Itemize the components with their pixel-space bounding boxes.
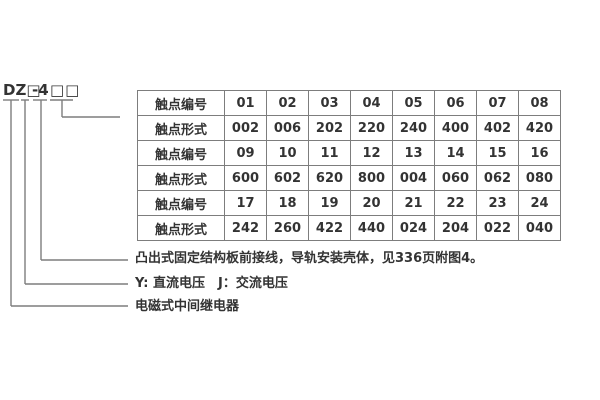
model-code-suffix: □□ <box>50 81 81 99</box>
table-cell: 220 <box>350 115 393 141</box>
table-cell: 422 <box>308 215 351 241</box>
table-cell: 20 <box>350 190 393 216</box>
table-cell: 10 <box>266 140 309 166</box>
table-cell: 09 <box>224 140 267 166</box>
table-cell: 18 <box>266 190 309 216</box>
table-cell: 19 <box>308 190 351 216</box>
table-cell: 602 <box>266 165 309 191</box>
table-cell: 022 <box>476 215 519 241</box>
row-label-cell: 触点编号 <box>137 190 225 216</box>
table-cell: 02 <box>266 90 309 116</box>
table-cell: 002 <box>224 115 267 141</box>
table-cell: 260 <box>266 215 309 241</box>
table-cell: 202 <box>308 115 351 141</box>
table-cell: 12 <box>350 140 393 166</box>
table-cell: 17 <box>224 190 267 216</box>
model-code-middle: -4 <box>32 81 49 99</box>
table-cell: 06 <box>434 90 477 116</box>
row-label-cell: 触点形式 <box>137 215 225 241</box>
contact-table-container: 触点编号 01 02 03 04 05 06 07 08 触点形式 002 00… <box>137 90 561 241</box>
table-cell: 040 <box>518 215 561 241</box>
table-cell: 21 <box>392 190 435 216</box>
table-row: 触点编号 01 02 03 04 05 06 07 08 <box>137 90 561 116</box>
table-cell: 440 <box>350 215 393 241</box>
table-cell: 01 <box>224 90 267 116</box>
table-cell: 800 <box>350 165 393 191</box>
table-cell: 080 <box>518 165 561 191</box>
table-cell: 24 <box>518 190 561 216</box>
table-cell: 420 <box>518 115 561 141</box>
table-cell: 13 <box>392 140 435 166</box>
model-code-prefix: DZ□ <box>3 81 41 99</box>
table-cell: 08 <box>518 90 561 116</box>
table-cell: 15 <box>476 140 519 166</box>
annotation-device: 电磁式中间继电器 <box>135 299 240 314</box>
annotation-voltage: Y: 直流电压 J：交流电压 <box>135 276 288 291</box>
table-cell: 11 <box>308 140 351 166</box>
annotation-structure: 凸出式固定结构板前接线，导轨安装壳体，见336页附图4。 <box>135 251 484 266</box>
table-cell: 07 <box>476 90 519 116</box>
table-cell: 024 <box>392 215 435 241</box>
table-cell: 062 <box>476 165 519 191</box>
table-cell: 006 <box>266 115 309 141</box>
table-cell: 16 <box>518 140 561 166</box>
table-cell: 400 <box>434 115 477 141</box>
table-cell: 060 <box>434 165 477 191</box>
row-label-cell: 触点形式 <box>137 115 225 141</box>
table-row: 触点编号 09 10 11 12 13 14 15 16 <box>137 140 561 166</box>
table-cell: 402 <box>476 115 519 141</box>
table-row: 触点形式 242 260 422 440 024 204 022 040 <box>137 215 561 241</box>
table-cell: 204 <box>434 215 477 241</box>
row-label-cell: 触点编号 <box>137 90 225 116</box>
row-label-cell: 触点形式 <box>137 165 225 191</box>
table-cell: 23 <box>476 190 519 216</box>
table-cell: 14 <box>434 140 477 166</box>
row-label-cell: 触点编号 <box>137 140 225 166</box>
table-row: 触点编号 17 18 19 20 21 22 23 24 <box>137 190 561 216</box>
contact-table: 触点编号 01 02 03 04 05 06 07 08 触点形式 002 00… <box>137 90 561 241</box>
table-cell: 03 <box>308 90 351 116</box>
table-cell: 240 <box>392 115 435 141</box>
table-cell: 04 <box>350 90 393 116</box>
table-cell: 05 <box>392 90 435 116</box>
table-cell: 620 <box>308 165 351 191</box>
table-cell: 600 <box>224 165 267 191</box>
table-row: 触点形式 600 602 620 800 004 060 062 080 <box>137 165 561 191</box>
table-cell: 22 <box>434 190 477 216</box>
table-row: 触点形式 002 006 202 220 240 400 402 420 <box>137 115 561 141</box>
table-cell: 242 <box>224 215 267 241</box>
table-cell: 004 <box>392 165 435 191</box>
